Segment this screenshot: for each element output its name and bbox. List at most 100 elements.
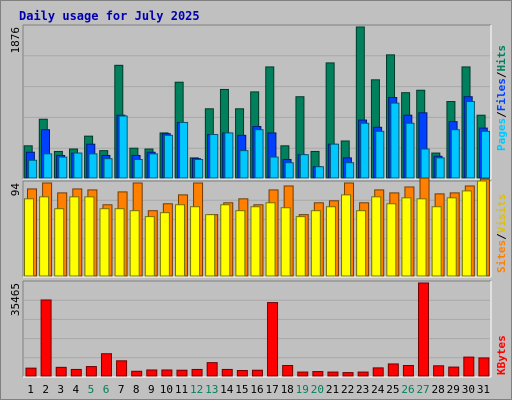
kbytes-bar	[327, 371, 339, 377]
kbytes-bar	[131, 370, 143, 377]
x-tick-label: 2	[42, 383, 49, 396]
pages-bar	[58, 156, 68, 179]
pages-bar	[450, 129, 460, 179]
pages-bar	[284, 162, 294, 179]
x-tick-label: 18	[281, 383, 294, 396]
legend-part: KBytes	[495, 335, 508, 375]
y-axis-legend: Sites/Visits	[495, 194, 508, 274]
x-tick-label: 6	[103, 383, 110, 396]
sites-bar	[341, 194, 352, 277]
pages-bar	[314, 166, 324, 179]
x-tick-label: 27	[416, 383, 429, 396]
kbytes-bar	[176, 369, 188, 377]
sites-bar	[205, 214, 216, 277]
pages-bar	[405, 122, 415, 179]
kbytes-bar	[206, 362, 218, 377]
y-max-label: 35465	[9, 283, 22, 316]
x-tick-label: 21	[326, 383, 339, 396]
legend-part: /	[495, 111, 508, 118]
x-tick-label: 5	[88, 383, 95, 396]
x-tick-label: 9	[148, 383, 155, 396]
y-axis-legend: KBytes	[495, 335, 508, 375]
legend-part: Pages	[495, 118, 508, 151]
pages-bar	[360, 122, 370, 179]
sites-bar	[280, 207, 291, 277]
x-tick-label: 22	[341, 383, 354, 396]
pages-bar	[435, 157, 445, 179]
pages-bar	[118, 115, 128, 179]
x-tick-label: 31	[477, 383, 490, 396]
kbytes-bar	[387, 363, 399, 377]
kbytes-bar	[463, 356, 475, 377]
sites-bar	[371, 196, 382, 277]
pages-bar	[465, 101, 475, 179]
kbytes-bar	[251, 369, 263, 377]
x-tick-label: 10	[160, 383, 173, 396]
sites-bar	[129, 210, 140, 277]
sites-bar	[159, 212, 170, 277]
x-tick-label: 13	[205, 383, 218, 396]
sites-bar	[431, 206, 442, 277]
x-tick-label: 3	[57, 383, 64, 396]
y-axis-legend: Pages/Files/Hits	[495, 45, 508, 151]
kbytes-bar	[372, 367, 384, 377]
sites-bar	[310, 210, 321, 277]
kbytes-bar	[146, 369, 158, 377]
sites-bar	[144, 216, 155, 277]
x-tick-label: 12	[190, 383, 203, 396]
pages-bar	[88, 153, 98, 179]
sites-bar	[295, 216, 306, 277]
x-tick-label: 19	[296, 383, 309, 396]
pages-bar	[103, 158, 113, 179]
sites-bar	[99, 208, 110, 277]
pages-bar	[194, 158, 204, 179]
pages-bar	[375, 130, 385, 179]
x-tick-label: 8	[133, 383, 140, 396]
x-tick-label: 30	[462, 383, 475, 396]
pages-bar	[420, 148, 430, 179]
x-tick-label: 16	[250, 383, 263, 396]
x-tick-label: 28	[432, 383, 445, 396]
kbytes-bar	[282, 365, 294, 377]
legend-part: Visits	[495, 194, 508, 234]
kbytes-bar	[267, 302, 279, 377]
x-tick-label: 23	[356, 383, 369, 396]
kbytes-bar	[100, 353, 112, 377]
legend-part: Sites	[495, 240, 508, 273]
sites-bar	[476, 180, 487, 277]
legend-part: /	[495, 71, 508, 78]
sites-bar	[401, 197, 412, 277]
sites-bar	[190, 206, 201, 277]
x-tick-label: 29	[447, 383, 460, 396]
kbytes-bar	[342, 372, 354, 377]
kbytes-bar	[312, 371, 324, 377]
legend-part: /	[495, 233, 508, 240]
pages-bar	[239, 150, 249, 179]
sites-bar	[24, 198, 34, 277]
sites-bar	[265, 202, 276, 277]
pages-bar	[43, 153, 53, 179]
x-tick-label: 24	[371, 383, 385, 396]
sites-bar	[220, 204, 231, 277]
sites-bar	[446, 197, 457, 277]
kbytes-bar	[116, 360, 128, 377]
legend-part: Hits	[495, 45, 508, 72]
kbytes-bar	[161, 369, 173, 377]
x-tick-label: 25	[386, 383, 399, 396]
sites-bar	[325, 206, 336, 277]
x-tick-label: 14	[220, 383, 234, 396]
sites-bar	[174, 204, 185, 277]
kbytes-bar	[402, 365, 414, 377]
kbytes-bar	[221, 368, 233, 377]
pages-bar	[73, 152, 83, 179]
y-max-label: 1876	[9, 27, 22, 54]
kbytes-bar	[448, 366, 460, 377]
pages-bar	[345, 162, 355, 179]
pages-bar	[330, 143, 340, 179]
sites-bar	[54, 208, 65, 277]
pages-bar	[28, 159, 38, 179]
x-tick-label: 4	[73, 383, 80, 396]
chart-title: Daily usage for July 2025	[19, 9, 200, 23]
